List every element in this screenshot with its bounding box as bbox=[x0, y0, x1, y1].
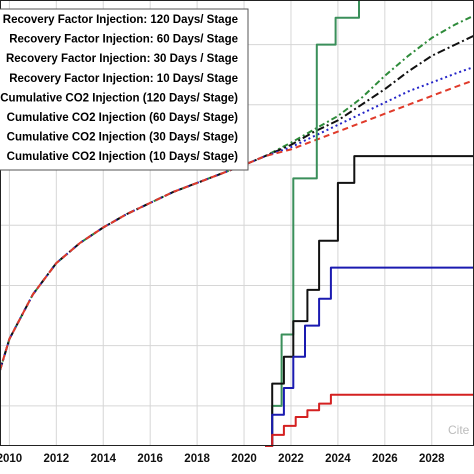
x-tick-label: 2026 bbox=[372, 453, 398, 465]
legend-items: Recovery Factor Injection: 120 Days/ Sta… bbox=[0, 14, 238, 163]
legend-entry: Cumulative CO2 Injection (10 Days/ Stage… bbox=[7, 151, 239, 163]
x-tick-label: 2028 bbox=[419, 453, 445, 465]
legend: Recovery Factor Injection: 120 Days/ Sta… bbox=[0, 8, 249, 171]
series-line-6 bbox=[265, 155, 474, 447]
series-line-8 bbox=[265, 393, 474, 447]
x-tick-label: 2022 bbox=[278, 453, 304, 465]
series-line-7 bbox=[265, 266, 474, 447]
legend-entry: Recovery Factor Injection: 120 Days/ Sta… bbox=[3, 14, 238, 26]
legend-entry: Recovery Factor Injection: 60 Days/ Stag… bbox=[9, 34, 238, 46]
x-tick-label: 2012 bbox=[44, 453, 70, 465]
x-tick-label: 2014 bbox=[90, 453, 116, 465]
x-tick-label: 2016 bbox=[137, 453, 163, 465]
legend-entry: Cumulative CO2 Injection (30 Days/ Stage… bbox=[7, 132, 239, 144]
x-tick-label: 2018 bbox=[184, 453, 210, 465]
x-axis-ticks: 2010 2012 2014 2016 2018 2020 2022 2024 2026 2028 bbox=[0, 453, 445, 465]
x-tick-label: 2020 bbox=[231, 453, 257, 465]
legend-box bbox=[0, 8, 249, 171]
legend-entry: Cumulative CO2 Injection (60 Days/ Stage… bbox=[7, 112, 239, 124]
watermark: Cite bbox=[448, 423, 470, 437]
series-line-5 bbox=[265, 0, 474, 447]
x-tick-label: 2024 bbox=[325, 453, 351, 465]
legend-entry: Recovery Factor Injection: 30 Days / Sta… bbox=[6, 53, 238, 65]
legend-entry: Recovery Factor Injection: 10 Days/ Stag… bbox=[9, 73, 238, 85]
x-tick-label: 2010 bbox=[0, 453, 22, 465]
legend-entry: Cumulative CO2 Injection (120 Days/ Stag… bbox=[0, 92, 238, 104]
